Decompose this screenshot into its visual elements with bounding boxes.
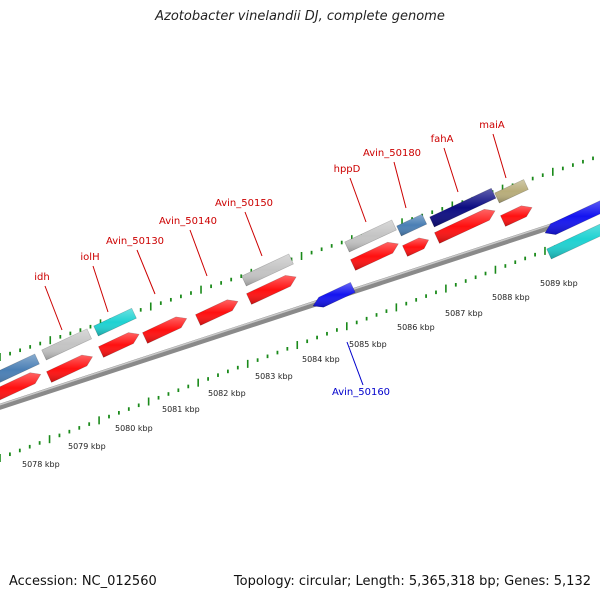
gene-shading bbox=[344, 220, 397, 252]
scale-tick-label: 5081 kbp bbox=[162, 405, 200, 414]
scale-tick-label: 5088 kbp bbox=[492, 293, 530, 302]
gene-shading bbox=[402, 237, 429, 257]
gene-red bbox=[0, 372, 42, 401]
gene-shading bbox=[0, 354, 40, 383]
gene-label: hppD bbox=[334, 164, 361, 175]
gene-label: Avin_50140 bbox=[159, 216, 217, 227]
gene-red bbox=[46, 354, 93, 383]
leader-line bbox=[393, 161, 407, 209]
gene-shading bbox=[195, 299, 238, 326]
leader-line bbox=[136, 249, 156, 295]
scale-tick-label: 5084 kbp bbox=[302, 355, 340, 364]
gene-label: iolH bbox=[80, 252, 99, 263]
gene-shading bbox=[93, 308, 137, 336]
gene-shading bbox=[142, 316, 187, 344]
gene-shading bbox=[41, 328, 92, 360]
scale-tick-label: 5086 kbp bbox=[397, 323, 435, 332]
scale-tick-label: 5080 kbp bbox=[115, 424, 153, 433]
inner-tick-ring bbox=[0, 228, 596, 462]
gene-label: Avin_50130 bbox=[106, 236, 164, 247]
gene-shading bbox=[396, 214, 427, 236]
leader-line bbox=[443, 147, 459, 193]
gene-red bbox=[98, 332, 140, 358]
leader-line bbox=[349, 177, 367, 223]
scale-tick-label: 5089 kbp bbox=[540, 279, 578, 288]
genome-summary-text: Topology: circular; Length: 5,365,318 bp… bbox=[233, 574, 591, 589]
gene-shading bbox=[429, 188, 496, 227]
gene-shading bbox=[98, 332, 140, 358]
leader-line bbox=[346, 341, 364, 386]
gene-label: maiA bbox=[479, 120, 505, 131]
gene-khaki bbox=[494, 179, 529, 204]
leader-line bbox=[189, 229, 208, 277]
gene-label: Avin_50150 bbox=[215, 198, 273, 209]
leader-line bbox=[492, 133, 507, 179]
gene-labels: idh iolH Avin_50130 Avin_50140 Avin_50150 hpp… bbox=[34, 120, 505, 398]
gene-shading bbox=[313, 282, 356, 308]
genome-title: Azotobacter vinelandii DJ, complete geno… bbox=[155, 9, 445, 24]
gene-label: fahA bbox=[431, 134, 454, 145]
gene-steelblue bbox=[396, 213, 428, 237]
leader-line bbox=[44, 285, 63, 331]
gene-red bbox=[350, 241, 399, 271]
leader-line bbox=[244, 211, 263, 257]
scale-tick-label: 5082 kbp bbox=[208, 389, 246, 398]
scale-tick-label: 5083 kbp bbox=[255, 372, 293, 381]
gene-shading bbox=[545, 200, 600, 235]
leader-line bbox=[92, 265, 109, 313]
gene-cyan bbox=[546, 223, 600, 260]
gene-cyan bbox=[93, 307, 137, 337]
gene-shading bbox=[500, 205, 532, 227]
accession-text: Accession: NC_012560 bbox=[9, 574, 157, 589]
gene-shading bbox=[494, 179, 529, 203]
scale-labels: 5078 kbp 5079 kbp 5080 kbp 5081 kbp 5082 kbp… bbox=[22, 279, 578, 469]
gene-shading bbox=[350, 242, 399, 271]
gene-gray bbox=[344, 219, 397, 253]
gene-shading bbox=[241, 254, 294, 286]
backbone-highlight bbox=[0, 207, 600, 406]
backbone-line bbox=[0, 207, 600, 410]
gene-label: Avin_50180 bbox=[363, 148, 421, 159]
genome-backbone bbox=[0, 207, 600, 410]
scale-tick-label: 5085 kbp bbox=[349, 340, 387, 349]
gene-label: Avin_50160 bbox=[332, 387, 390, 398]
gene-shading bbox=[246, 275, 297, 305]
gene-red bbox=[402, 237, 430, 257]
gene-shading bbox=[546, 224, 600, 259]
gene-red bbox=[142, 316, 188, 344]
gene-track bbox=[0, 179, 600, 401]
gene-shading bbox=[0, 372, 41, 400]
scale-tick-label: 5079 kbp bbox=[68, 442, 106, 451]
label-leader-lines bbox=[44, 133, 507, 386]
gene-red bbox=[195, 299, 239, 326]
gene-blue bbox=[544, 200, 600, 235]
gene-red bbox=[434, 208, 496, 244]
gene-red bbox=[500, 205, 533, 227]
gene-blue bbox=[312, 282, 356, 308]
gene-red bbox=[246, 275, 297, 305]
scale-tick-label: 5078 kbp bbox=[22, 460, 60, 469]
gene-shading bbox=[434, 209, 495, 244]
gene-navy bbox=[429, 187, 497, 228]
gene-gray bbox=[41, 328, 92, 361]
gene-shading bbox=[46, 355, 93, 383]
gene-label: idh bbox=[34, 272, 49, 283]
gene-steelblue bbox=[0, 353, 40, 383]
scale-tick-label: 5087 kbp bbox=[445, 309, 483, 318]
gene-gray bbox=[241, 253, 294, 287]
